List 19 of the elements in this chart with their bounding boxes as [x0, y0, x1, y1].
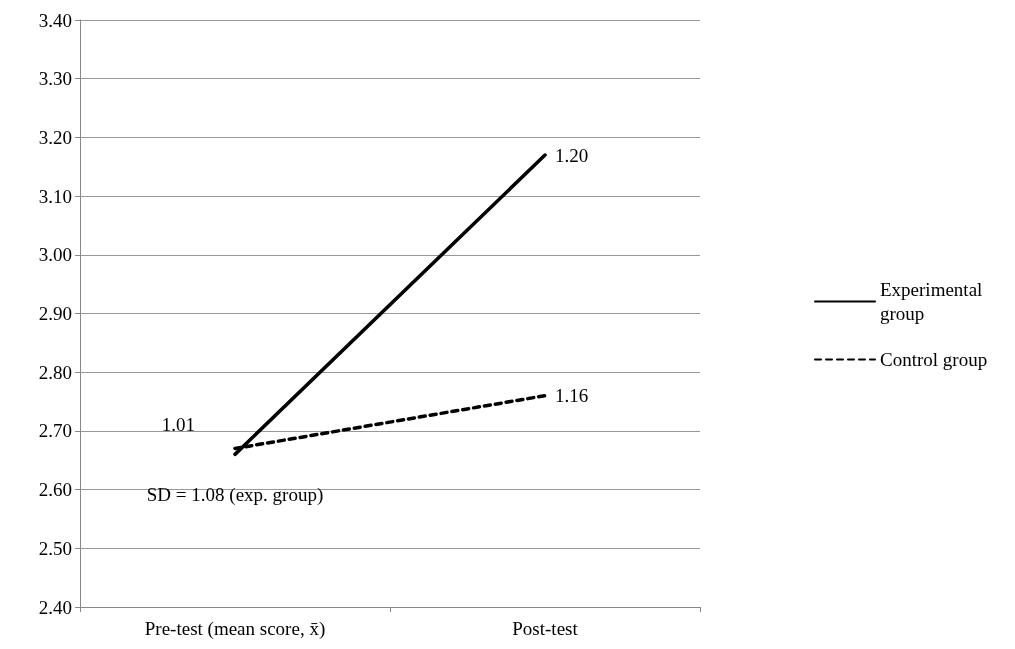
y-tick-label: 3.00	[38, 244, 72, 266]
y-tick-label: 2.50	[38, 537, 72, 559]
legend-label: Experimental group	[880, 279, 988, 324]
y-tick-label: 3.10	[38, 185, 72, 207]
annotation: 1.01	[161, 413, 195, 435]
x-tick-label: Pre-test (mean score, x̄)	[144, 618, 326, 640]
y-tick-label: 3.30	[38, 68, 72, 90]
y-tick-label: 2.60	[38, 479, 72, 501]
y-tick-label: 2.40	[38, 596, 72, 618]
y-tick-label: 2.70	[38, 420, 72, 442]
annotation: 1.20	[555, 144, 589, 166]
y-tick-label: 2.80	[38, 361, 72, 383]
annotation: SD = 1.08 (exp. group)	[146, 483, 324, 506]
x-tick-label: Post-test	[512, 618, 579, 639]
y-tick-label: 3.20	[38, 126, 72, 148]
y-tick-label: 2.90	[38, 303, 72, 324]
y-tick-label: 3.40	[38, 9, 72, 31]
legend-label: Control group	[880, 349, 988, 370]
annotation: 1.16	[555, 385, 589, 407]
